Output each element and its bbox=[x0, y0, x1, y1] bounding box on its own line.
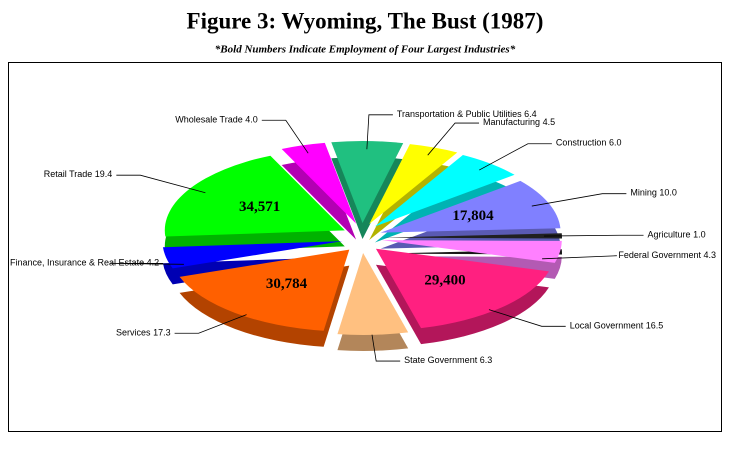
plot-frame bbox=[8, 62, 722, 432]
leader-line bbox=[542, 255, 617, 260]
slice-label: Manufacturing 4.5 bbox=[483, 117, 555, 127]
employment-label: 34,571 bbox=[239, 199, 280, 215]
slice-label-name: Transportation & Public Utilities bbox=[397, 109, 522, 119]
slice-label: Mining 10.0 bbox=[630, 188, 677, 198]
slice-label-value: 17.3 bbox=[153, 328, 171, 338]
slice-label: Agriculture 1.0 bbox=[648, 230, 706, 240]
slice-label-value: 6.3 bbox=[480, 355, 493, 365]
slice-label-name: Wholesale Trade bbox=[175, 115, 243, 125]
slice bbox=[164, 155, 345, 237]
slice bbox=[369, 144, 458, 225]
slice-label-name: Federal Government bbox=[618, 250, 701, 260]
leader-line bbox=[109, 262, 184, 265]
slice-label-name: State Government bbox=[404, 355, 478, 365]
slice-label-value: 6.0 bbox=[609, 138, 622, 148]
slice-label-name: Manufacturing bbox=[483, 117, 540, 127]
slice-label-name: Construction bbox=[556, 138, 607, 148]
chart-title: Figure 3: Wyoming, The Bust (1987) bbox=[187, 8, 544, 33]
slice bbox=[162, 241, 343, 269]
leader-line bbox=[366, 114, 393, 150]
leader-line bbox=[261, 119, 309, 154]
slice bbox=[375, 248, 549, 329]
leader-line bbox=[427, 122, 480, 156]
slice bbox=[179, 249, 350, 331]
slice bbox=[337, 252, 409, 335]
slice-side bbox=[281, 158, 357, 240]
leader-line bbox=[479, 143, 552, 171]
employment-label: 17,804 bbox=[452, 208, 494, 224]
slice-label-value: 19.4 bbox=[95, 170, 113, 180]
slice-label-name: Mining bbox=[630, 188, 657, 198]
slice-label-name: Finance, Insurance & Real Estate bbox=[10, 258, 144, 268]
slice bbox=[381, 233, 562, 239]
leader-line bbox=[116, 174, 206, 194]
slice-label: Finance, Insurance & Real Estate 4.2 bbox=[10, 258, 159, 268]
slice-label: Services 17.3 bbox=[116, 328, 171, 338]
slice-label-name: Services bbox=[116, 328, 151, 338]
slice-label: Wholesale Trade 4.0 bbox=[175, 115, 258, 125]
chart-subtitle: *Bold Numbers Indicate Employment of Fou… bbox=[215, 44, 516, 56]
leader-line bbox=[488, 309, 566, 327]
slice-label: State Government 6.3 bbox=[404, 355, 492, 365]
slice-label: Transportation & Public Utilities 6.4 bbox=[397, 109, 537, 119]
employment-label: 29,400 bbox=[424, 272, 465, 288]
slice-label-value: 6.4 bbox=[524, 109, 537, 119]
slice-label: Retail Trade 19.4 bbox=[44, 170, 113, 180]
slice-label-value: 4.0 bbox=[245, 115, 258, 125]
slice-label-name: Local Government bbox=[570, 321, 644, 331]
slice-label-value: 10.0 bbox=[659, 188, 677, 198]
slice-label: Federal Government 4.3 bbox=[618, 250, 716, 260]
slice-label-name: Agriculture bbox=[648, 230, 691, 240]
slice-label-value: 4.3 bbox=[703, 250, 716, 260]
leader-line bbox=[531, 193, 627, 207]
slice bbox=[281, 142, 357, 224]
slice bbox=[374, 155, 515, 227]
slice-label-name: Retail Trade bbox=[44, 170, 93, 180]
leader-line bbox=[174, 314, 247, 334]
slice-label-value: 4.2 bbox=[147, 258, 160, 268]
slice-label-value: 16.5 bbox=[646, 321, 664, 331]
slice bbox=[380, 180, 561, 233]
slice bbox=[381, 240, 562, 263]
slice-label: Local Government 16.5 bbox=[570, 321, 664, 331]
slice-label-value: 1.0 bbox=[693, 230, 706, 240]
slice-label-value: 4.5 bbox=[543, 117, 556, 127]
slice-label: Construction 6.0 bbox=[556, 138, 622, 148]
employment-label: 30,784 bbox=[266, 276, 308, 292]
leader-line bbox=[371, 334, 401, 362]
slice bbox=[331, 141, 404, 224]
leader-line bbox=[543, 234, 644, 237]
